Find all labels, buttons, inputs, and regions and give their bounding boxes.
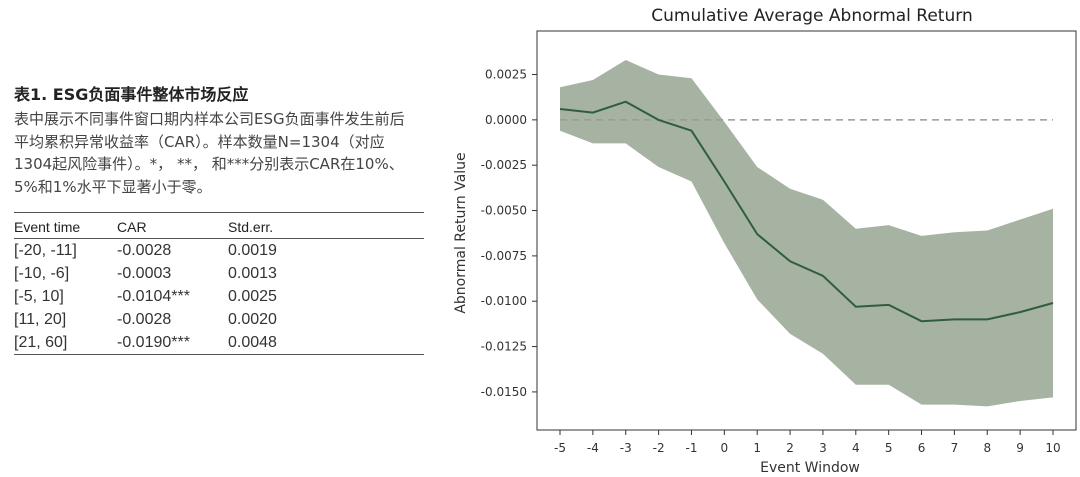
x-tick-label: -5 (554, 441, 566, 455)
cell-std-err: 0.0019 (228, 242, 277, 259)
y-tick-label: -0.0150 (481, 385, 527, 399)
chart-title: Cumulative Average Abnormal Return (651, 6, 972, 26)
y-tick-label: -0.0100 (481, 294, 527, 308)
x-tick-label: 1 (753, 441, 761, 455)
y-axis-label: Abnormal Return Value (453, 152, 469, 313)
x-tick-label: 6 (918, 441, 926, 455)
table-title: 表1. ESG负面事件整体市场反应 (14, 85, 249, 104)
cell-car: -0.0028 (117, 242, 172, 259)
x-tick-label: 10 (1045, 441, 1060, 455)
header-std-err: Std.err. (228, 212, 424, 239)
x-tick-label: 3 (819, 441, 827, 455)
table-row: [11, 20] -0.0028 0.0020 (14, 308, 424, 331)
header-car: CAR (117, 212, 228, 239)
x-axis: -5 -4 -3 -2 -1 0 1 2 3 4 5 6 7 8 9 10 (554, 430, 1061, 455)
y-tick-label: -0.0025 (481, 158, 527, 172)
x-tick-label: -3 (620, 441, 632, 455)
table-row: [-20, -11] -0.0028 0.0019 (14, 239, 424, 263)
cell-std-err: 0.0048 (228, 331, 424, 355)
cell-car: -0.0028 (117, 311, 172, 328)
x-tick-label: 9 (1016, 441, 1024, 455)
series-line (559, 100, 1054, 323)
plot-frame (536, 30, 1077, 431)
x-tick-label: 0 (721, 441, 729, 455)
cell-std-err: 0.0025 (228, 288, 277, 305)
cell-event-time: [-5, 10] (14, 288, 64, 305)
cell-event-time: [11, 20] (14, 311, 67, 328)
table-row: [21, 60] -0.0190*** 0.0048 (14, 331, 424, 355)
x-axis-label: Event Window (760, 460, 860, 476)
cell-std-err: 0.0020 (228, 311, 277, 328)
y-tick-label: -0.0075 (481, 249, 527, 263)
cell-event-time: [21, 60] (14, 331, 117, 355)
y-tick-label: -0.0050 (481, 204, 527, 218)
cell-car: -0.0104*** (117, 288, 190, 305)
cell-car: -0.0190*** (117, 331, 228, 355)
table-panel: 表1. ESG负面事件整体市场反应 表中展示不同事件窗口期内样本公司ESG负面事… (14, 84, 424, 355)
car-table: Event time CAR Std.err. [-20, -11] -0.00… (14, 212, 424, 355)
x-tick-label: -2 (653, 441, 665, 455)
cell-car: -0.0003 (117, 265, 172, 282)
header-event-time: Event time (14, 212, 117, 239)
y-tick-label: -0.0125 (481, 340, 527, 354)
cell-std-err: 0.0013 (228, 265, 277, 282)
y-tick-label: 0.0000 (485, 113, 527, 127)
x-tick-label: 2 (786, 441, 794, 455)
table-row: [-10, -6] -0.0003 0.0013 (14, 262, 424, 285)
y-tick-label: 0.0025 (485, 68, 527, 82)
confidence-band (560, 60, 1053, 407)
y-axis: 0.0025 0.0000 -0.0025 -0.0050 -0.0075 -0.0100… (481, 68, 537, 399)
x-tick-label: -1 (685, 441, 697, 455)
x-tick-label: 7 (951, 441, 959, 455)
x-tick-label: 8 (983, 441, 991, 455)
table-header-row: Event time CAR Std.err. (14, 212, 424, 239)
table-row: [-5, 10] -0.0104*** 0.0025 (14, 285, 424, 308)
car-chart: Cumulative Average Abnormal Return 0.002… (453, 6, 1077, 476)
cell-event-time: [-20, -11] (14, 242, 77, 259)
x-tick-label: 4 (852, 441, 860, 455)
cell-event-time: [-10, -6] (14, 265, 70, 282)
x-tick-label: -4 (587, 441, 599, 455)
x-tick-label: 5 (885, 441, 893, 455)
table-description: 表中展示不同事件窗口期内样本公司ESG负面事件发生前后平均累积异常收益率（CAR… (14, 110, 405, 196)
